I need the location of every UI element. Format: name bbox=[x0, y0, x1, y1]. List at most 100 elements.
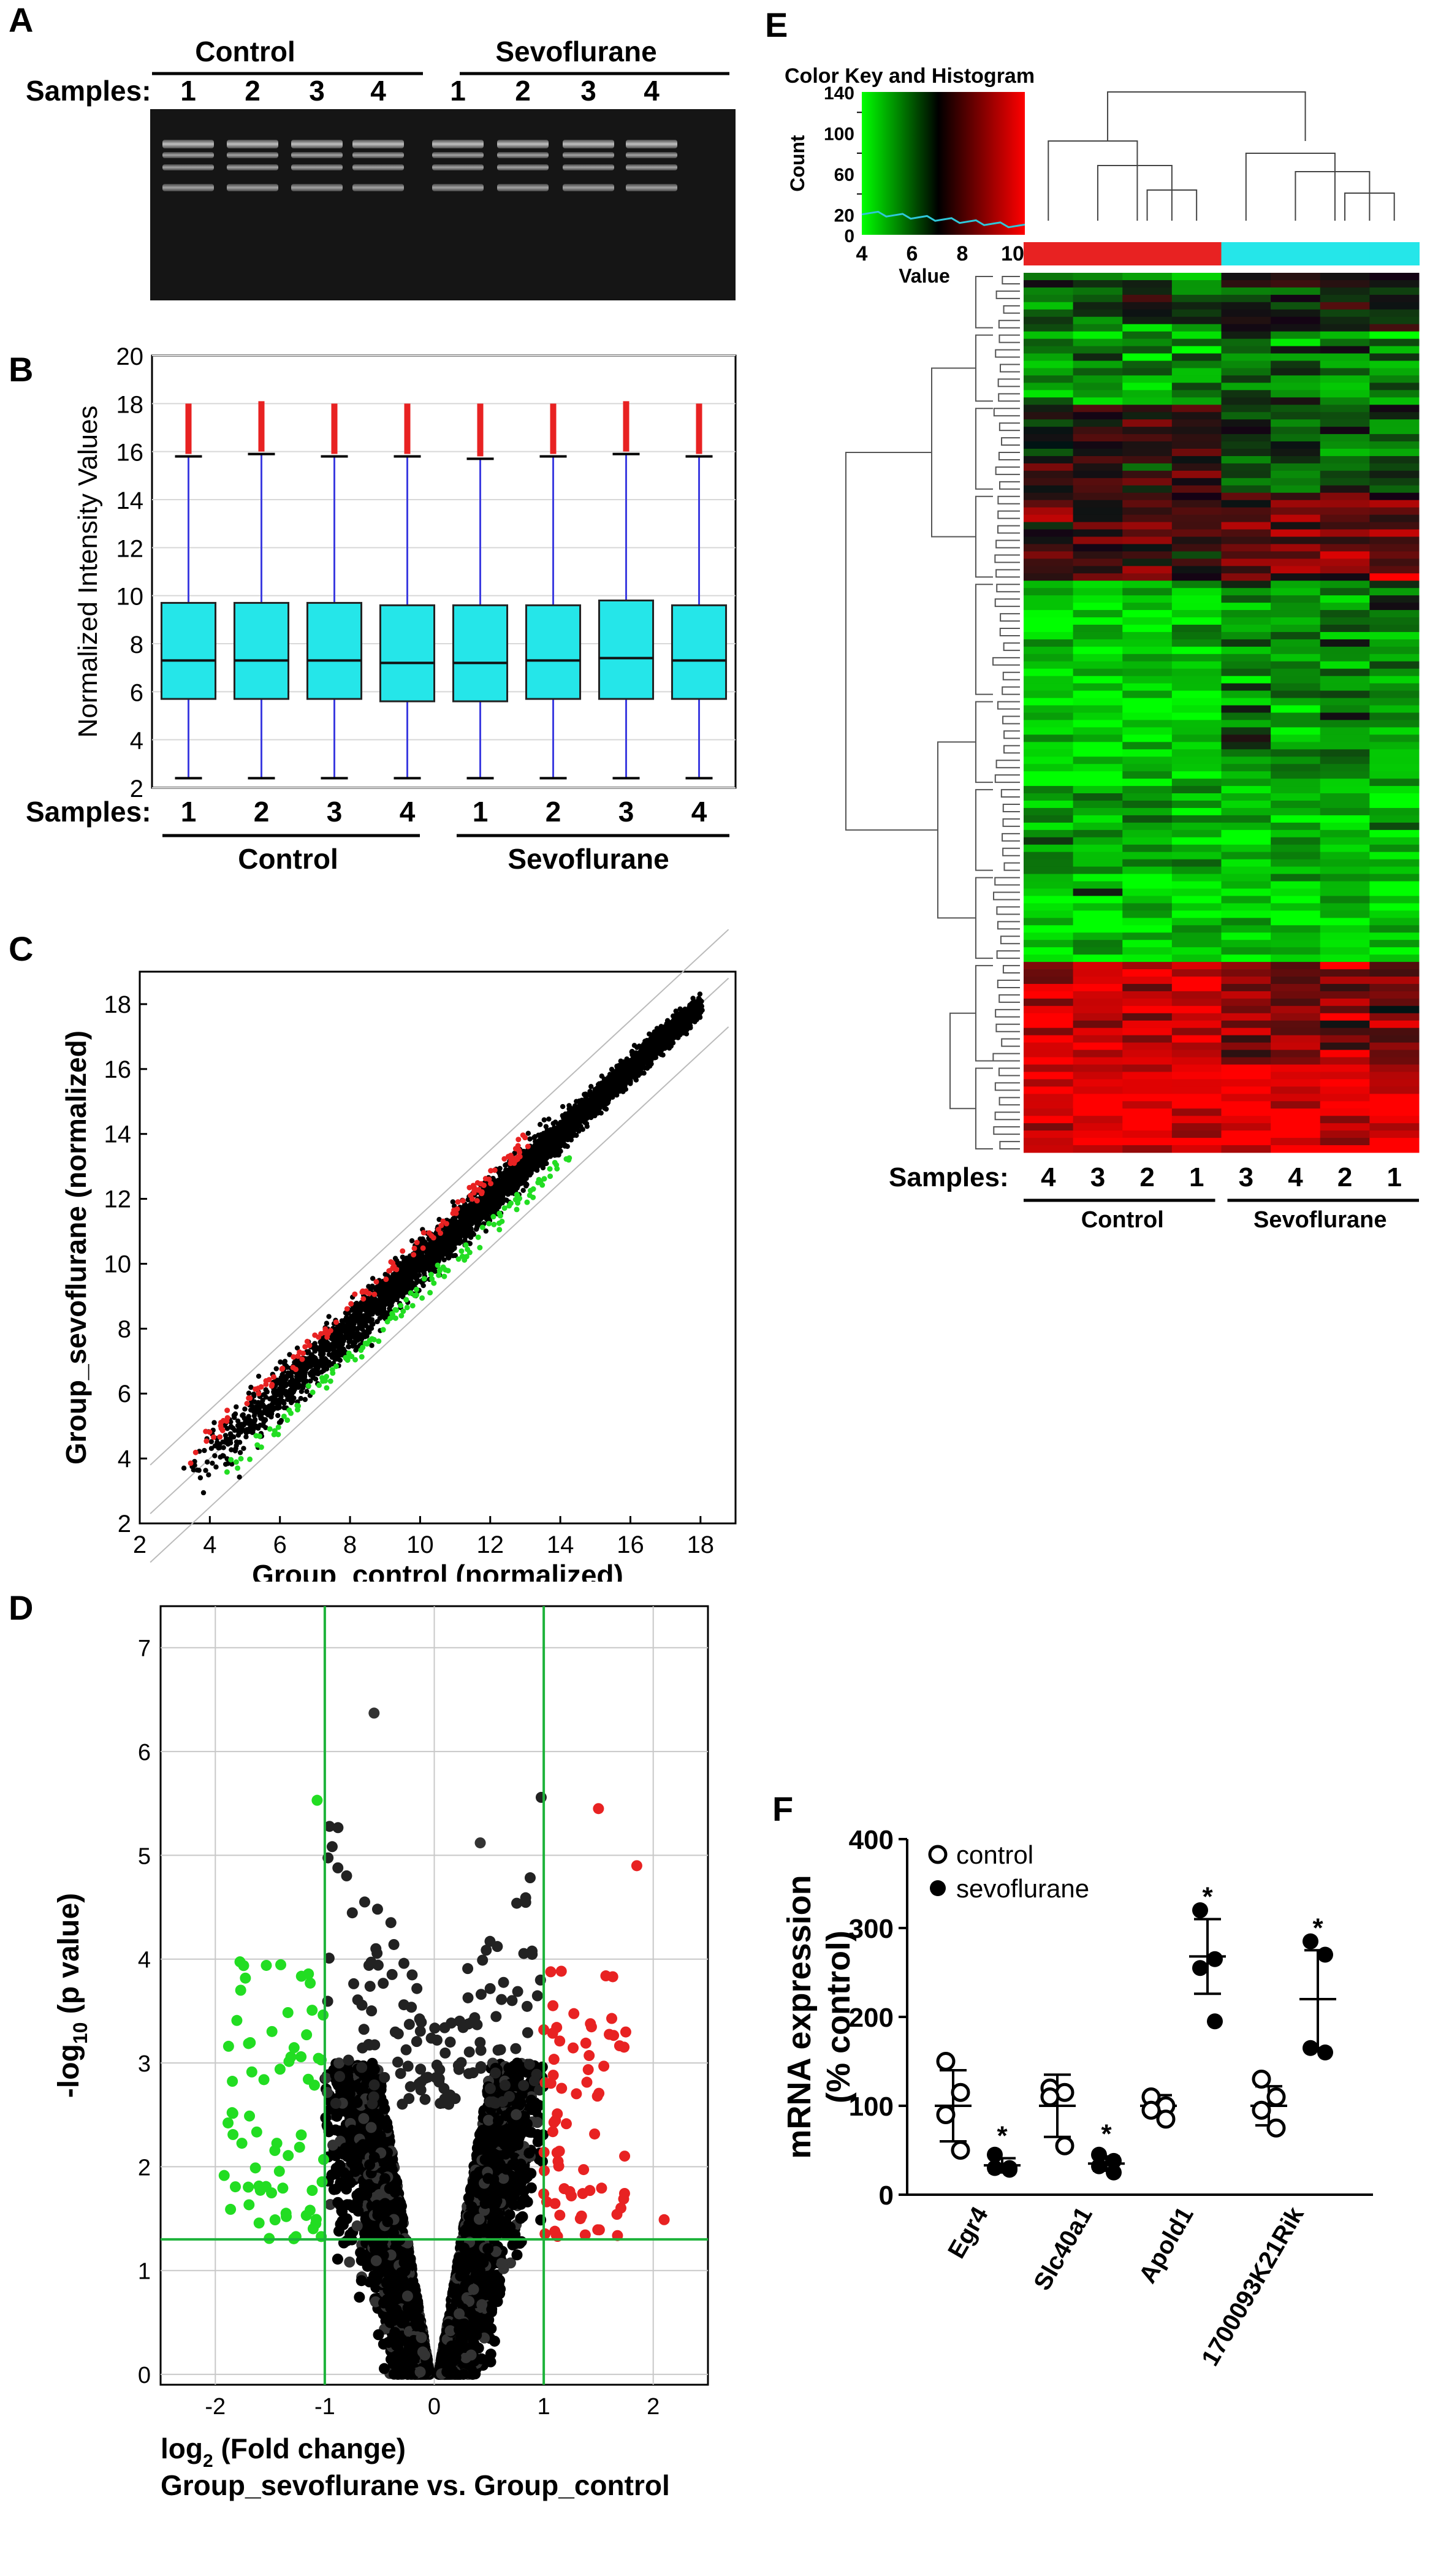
scatter-point bbox=[384, 1310, 390, 1316]
scatter-point bbox=[192, 1463, 197, 1468]
gel-image bbox=[150, 109, 736, 300]
gel-band bbox=[352, 140, 404, 148]
scatter-point bbox=[341, 1347, 347, 1353]
scatter-point bbox=[398, 1281, 404, 1287]
scatter-point bbox=[324, 1320, 330, 1326]
scatter-point bbox=[543, 1124, 549, 1129]
scatter-point bbox=[546, 1116, 552, 1122]
gel-lane-label: 1 bbox=[450, 75, 466, 107]
scatter-point bbox=[248, 1384, 254, 1390]
scatter-point bbox=[218, 1454, 223, 1460]
box-sample-label: 2 bbox=[254, 796, 270, 828]
scatter-point bbox=[369, 1343, 375, 1348]
scatter-point bbox=[246, 1390, 252, 1396]
box-sample-label: 1 bbox=[181, 796, 197, 828]
scatter-point bbox=[329, 1361, 335, 1367]
box-group-sevoflurane: Sevoflurane bbox=[508, 843, 669, 875]
gel-band bbox=[352, 184, 404, 191]
gel-band bbox=[626, 184, 677, 191]
scatter-point bbox=[326, 1314, 332, 1319]
scatter-point bbox=[197, 1475, 203, 1480]
scatter-point bbox=[697, 991, 703, 997]
scatter-point bbox=[191, 1467, 197, 1473]
box-outliers bbox=[185, 403, 192, 454]
scatter-point bbox=[679, 1027, 685, 1032]
scatter-point bbox=[561, 1116, 566, 1122]
scatter-point bbox=[229, 1461, 235, 1467]
scatter-point bbox=[430, 1267, 436, 1273]
scatter-point bbox=[291, 1395, 297, 1401]
gel-band bbox=[291, 184, 343, 191]
box-y-axis-label: Normalized Intensity Values bbox=[73, 405, 103, 737]
scatter-point bbox=[251, 1393, 257, 1399]
scatter-point bbox=[603, 1106, 609, 1112]
scatter-point bbox=[273, 1366, 279, 1371]
gel-band bbox=[432, 164, 484, 170]
scatter-point bbox=[294, 1345, 300, 1351]
scatter-point bbox=[450, 1199, 456, 1205]
box-y-tick-label: 12 bbox=[116, 535, 144, 562]
scatter-point bbox=[574, 1099, 579, 1104]
gel-samples-label: Samples: bbox=[26, 75, 151, 107]
box-body bbox=[598, 600, 655, 700]
scatter-point bbox=[278, 1359, 283, 1365]
scatter-point bbox=[599, 1073, 604, 1079]
scatter-point bbox=[400, 1254, 406, 1260]
box-sample-label: 4 bbox=[691, 796, 707, 828]
box-y-tick-label: 18 bbox=[116, 391, 144, 418]
scatter-point bbox=[210, 1460, 215, 1466]
scatter-point bbox=[272, 1392, 278, 1398]
gel-band bbox=[432, 152, 484, 158]
gel-band bbox=[626, 140, 677, 148]
scatter-point bbox=[212, 1443, 218, 1449]
scatter-point bbox=[240, 1428, 246, 1433]
gel-band bbox=[626, 164, 677, 170]
scatter-point bbox=[409, 1238, 415, 1244]
scatter-point bbox=[250, 1405, 256, 1411]
scatter-point bbox=[263, 1425, 268, 1430]
gel-bands bbox=[162, 140, 677, 191]
scatter-point bbox=[666, 1045, 672, 1051]
gel-lane-label: 1 bbox=[180, 75, 196, 107]
box-y-tick-label: 4 bbox=[130, 728, 143, 755]
scatter-point bbox=[235, 1432, 242, 1438]
scatter-point bbox=[208, 1439, 215, 1444]
scatter-point bbox=[208, 1446, 215, 1451]
gel-band bbox=[227, 164, 278, 170]
scatter-point bbox=[408, 1267, 414, 1272]
scatter-point bbox=[237, 1474, 242, 1480]
scatter-point bbox=[252, 1417, 258, 1422]
scatter-point bbox=[212, 1453, 218, 1458]
scatter-panel: 2 4 6 8 10 12 14 16 1824681012141618Group_contro… bbox=[60, 929, 737, 1582]
scatter-point bbox=[234, 1404, 239, 1410]
scatter-point bbox=[241, 1446, 246, 1451]
scatter-point bbox=[275, 1378, 280, 1383]
scatter-point bbox=[636, 1043, 642, 1049]
scatter-point bbox=[647, 1061, 653, 1067]
scatter-point bbox=[200, 1490, 207, 1496]
box-sample-label: 4 bbox=[400, 796, 416, 828]
gel-lane-label: 4 bbox=[370, 75, 386, 107]
scatter-point bbox=[202, 1447, 207, 1454]
scatter-point bbox=[302, 1372, 308, 1378]
scatter-point bbox=[672, 1013, 678, 1019]
scatter-point bbox=[242, 1406, 248, 1412]
box-sample-label: 3 bbox=[618, 796, 634, 828]
scatter-point bbox=[520, 1187, 526, 1193]
scatter-point bbox=[370, 1283, 375, 1289]
scatter-point bbox=[588, 1084, 594, 1089]
scatter-point bbox=[324, 1366, 330, 1372]
box-outliers bbox=[696, 403, 702, 454]
scatter-point bbox=[542, 1158, 548, 1164]
box-body bbox=[379, 604, 436, 703]
scatter-point bbox=[560, 1103, 566, 1110]
scatter-point bbox=[240, 1412, 245, 1419]
panel-label-b: B bbox=[9, 350, 34, 389]
scatter-point bbox=[331, 1347, 337, 1352]
scatter-point bbox=[574, 1132, 579, 1138]
gel-group-control: Control bbox=[195, 36, 295, 67]
box-y-tick-label: 6 bbox=[130, 679, 143, 706]
